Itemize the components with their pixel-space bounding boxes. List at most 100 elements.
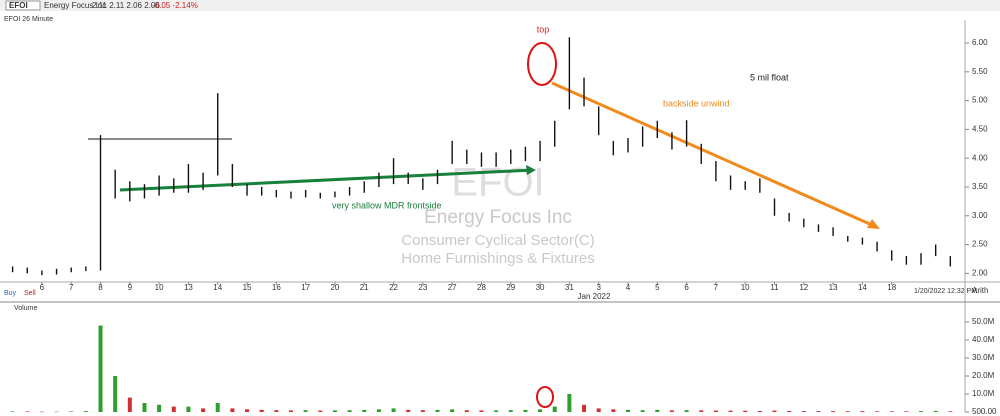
x-tick-label: 14 <box>858 283 867 292</box>
y-tick-label: 4.50 <box>972 125 988 134</box>
volume-bar <box>904 411 909 412</box>
watermark-name: Energy Focus Inc <box>424 207 572 228</box>
volume-bar <box>420 410 425 412</box>
volume-bar <box>157 404 162 412</box>
volume-bar <box>684 410 689 412</box>
volume-bar <box>186 406 191 412</box>
volume-bar <box>303 410 308 412</box>
y-tick-label: 6.00 <box>972 38 988 47</box>
volume-bar <box>728 410 733 412</box>
volume-bar <box>318 410 323 412</box>
x-tick-label: 16 <box>272 283 281 292</box>
interval[interactable]: EFOI 26 Minute <box>4 16 53 23</box>
x-tick-label: 31 <box>565 283 574 292</box>
volume-bar <box>625 409 630 412</box>
x-tick-label: 8 <box>98 283 103 292</box>
volume-bar <box>933 410 938 412</box>
volume-bar <box>10 411 15 412</box>
volume-bar <box>245 409 250 412</box>
volume-bar <box>54 411 59 413</box>
x-tick-label: 15 <box>243 283 252 292</box>
highlight-circle <box>536 386 554 408</box>
sell[interactable]: Sell <box>24 290 36 297</box>
buy[interactable]: Buy <box>4 290 17 297</box>
y-tick-label: 5.50 <box>972 67 988 76</box>
volume-bar <box>39 411 44 413</box>
volume-bar <box>669 410 674 412</box>
volume-bar <box>860 411 865 412</box>
volume-bar <box>787 410 792 412</box>
volume-bar <box>230 408 235 412</box>
x-tick-label: 10 <box>741 283 750 292</box>
y-tick-label: 2.00 <box>972 268 988 277</box>
volume-bar <box>596 408 601 412</box>
toolbar <box>0 0 1000 11</box>
volume-bar <box>406 409 411 412</box>
volume-bar <box>772 410 777 412</box>
y-tick-label: 40.0M <box>972 335 995 344</box>
volume-title: Volume <box>14 305 37 312</box>
volume-bar <box>919 411 924 412</box>
x-tick-label: 7 <box>69 283 74 292</box>
volume-bar <box>713 410 718 412</box>
highlight-circle <box>527 42 557 86</box>
volume-bar <box>201 408 206 412</box>
x-tick-label: 5 <box>655 283 660 292</box>
x-tick-label: 11 <box>770 283 779 292</box>
volume-bar <box>875 411 880 412</box>
volume-bar <box>757 410 762 412</box>
x-tick-label: 28 <box>477 283 486 292</box>
x-tick-label: 27 <box>448 283 457 292</box>
x-tick-label: 20 <box>330 283 339 292</box>
x-tick-label: 13 <box>184 283 193 292</box>
annotation: 5 mil float <box>750 72 789 82</box>
volume-bar <box>259 409 264 412</box>
y-tick-label: 10.0M <box>972 389 995 398</box>
volume-bar <box>889 411 894 412</box>
volume-bar <box>69 411 74 412</box>
ticker: EFOI <box>9 1 28 10</box>
x-tick-label: 12 <box>799 283 808 292</box>
trend-line-down <box>551 81 873 227</box>
volume-bar <box>347 410 352 412</box>
volume-bar <box>538 409 543 412</box>
volume-bar <box>948 411 953 412</box>
x-tick-label: 17 <box>301 283 310 292</box>
change: -0.05 -2.14% <box>152 1 198 10</box>
volume-bar <box>362 409 367 412</box>
y-tick-label: 30.0M <box>972 353 995 362</box>
volume-bar <box>552 406 557 412</box>
volume-bar <box>508 410 513 412</box>
volume-bar <box>479 410 484 412</box>
watermark-industry: Home Furnishings & Fixtures <box>401 250 594 267</box>
y-tick-label: 500.00 <box>972 407 997 416</box>
volume-bar <box>142 402 147 412</box>
y-tick-label: 20.0M <box>972 371 995 380</box>
arrow-head <box>526 165 536 175</box>
volume-bar <box>801 411 806 412</box>
y-tick-label: 3.00 <box>972 211 988 220</box>
y-tick-label: 4.00 <box>972 153 988 162</box>
x-tick-label: 29 <box>506 283 515 292</box>
volume-bar <box>464 410 469 412</box>
watermark-ticker: EFOI <box>451 161 544 205</box>
x-tick-label: 10 <box>155 283 164 292</box>
company-name: Energy Focus Inc <box>44 1 106 10</box>
x-tick-label: 6 <box>40 283 45 292</box>
x-tick-label: 7 <box>714 283 719 292</box>
symbol-box[interactable] <box>5 0 41 11</box>
timestamp: 1/20/2022 12:32 PM <box>914 288 977 295</box>
volume-bar <box>113 375 118 412</box>
volume-bar <box>567 393 572 412</box>
volume-bar <box>98 325 103 412</box>
volume-bar <box>83 411 88 412</box>
volume-bar <box>215 402 220 412</box>
y-tick-label: 2.50 <box>972 240 988 249</box>
scale-mode[interactable]: Arith <box>972 286 988 295</box>
x-tick-label: 30 <box>536 283 545 292</box>
x-tick-label: 18 <box>887 283 896 292</box>
annotation: top <box>537 24 550 34</box>
volume-bar <box>171 406 176 412</box>
volume-bar <box>611 409 616 412</box>
